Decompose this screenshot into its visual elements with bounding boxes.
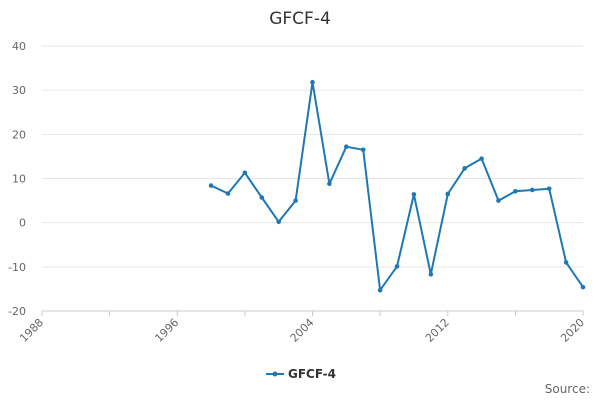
y-tick-label: 20 bbox=[12, 128, 26, 141]
data-point[interactable] bbox=[563, 260, 569, 265]
legend-label: GFCF-4 bbox=[288, 367, 336, 381]
data-point[interactable] bbox=[242, 170, 248, 176]
data-point[interactable] bbox=[310, 79, 315, 85]
legend[interactable]: GFCF-4 bbox=[266, 367, 336, 381]
data-point[interactable] bbox=[208, 183, 214, 188]
data-point[interactable] bbox=[513, 189, 518, 194]
data-point[interactable] bbox=[445, 191, 451, 197]
data-point[interactable] bbox=[462, 166, 467, 171]
y-tick-label: -10 bbox=[8, 261, 26, 274]
x-tick-label: 2012 bbox=[423, 316, 452, 345]
source-label[interactable]: Source: bbox=[545, 382, 590, 396]
x-tick-label: 1996 bbox=[152, 316, 181, 345]
data-point[interactable] bbox=[496, 198, 501, 203]
x-tick-label: 2020 bbox=[558, 316, 587, 345]
gridlines bbox=[42, 45, 583, 312]
legend-point-marker bbox=[272, 371, 278, 377]
chart-title: GFCF-4 bbox=[269, 9, 331, 29]
data-point[interactable] bbox=[360, 147, 366, 153]
y-tick-label: 10 bbox=[12, 173, 26, 186]
y-tick-label: -20 bbox=[8, 305, 26, 318]
y-tick-label: 0 bbox=[19, 217, 26, 230]
data-point[interactable] bbox=[327, 181, 332, 187]
data-point[interactable] bbox=[580, 284, 586, 290]
data-point[interactable] bbox=[225, 191, 231, 196]
data-point[interactable] bbox=[377, 287, 383, 293]
data-point[interactable] bbox=[479, 156, 484, 161]
data-point[interactable] bbox=[344, 144, 349, 149]
data-point[interactable] bbox=[529, 187, 535, 193]
data-point[interactable] bbox=[411, 192, 417, 197]
data-point[interactable] bbox=[259, 195, 265, 200]
data-point[interactable] bbox=[546, 186, 552, 191]
data-point[interactable] bbox=[428, 272, 434, 277]
data-point[interactable] bbox=[293, 198, 298, 203]
series-layer bbox=[208, 79, 586, 293]
data-point[interactable] bbox=[394, 264, 400, 269]
series-line[interactable] bbox=[210, 81, 584, 292]
data-point[interactable] bbox=[276, 219, 281, 225]
x-tick-label: 1988 bbox=[17, 316, 46, 345]
y-tick-label: 30 bbox=[12, 84, 26, 97]
x-tick-label: 2004 bbox=[288, 316, 317, 345]
y-tick-label: 40 bbox=[12, 40, 26, 53]
